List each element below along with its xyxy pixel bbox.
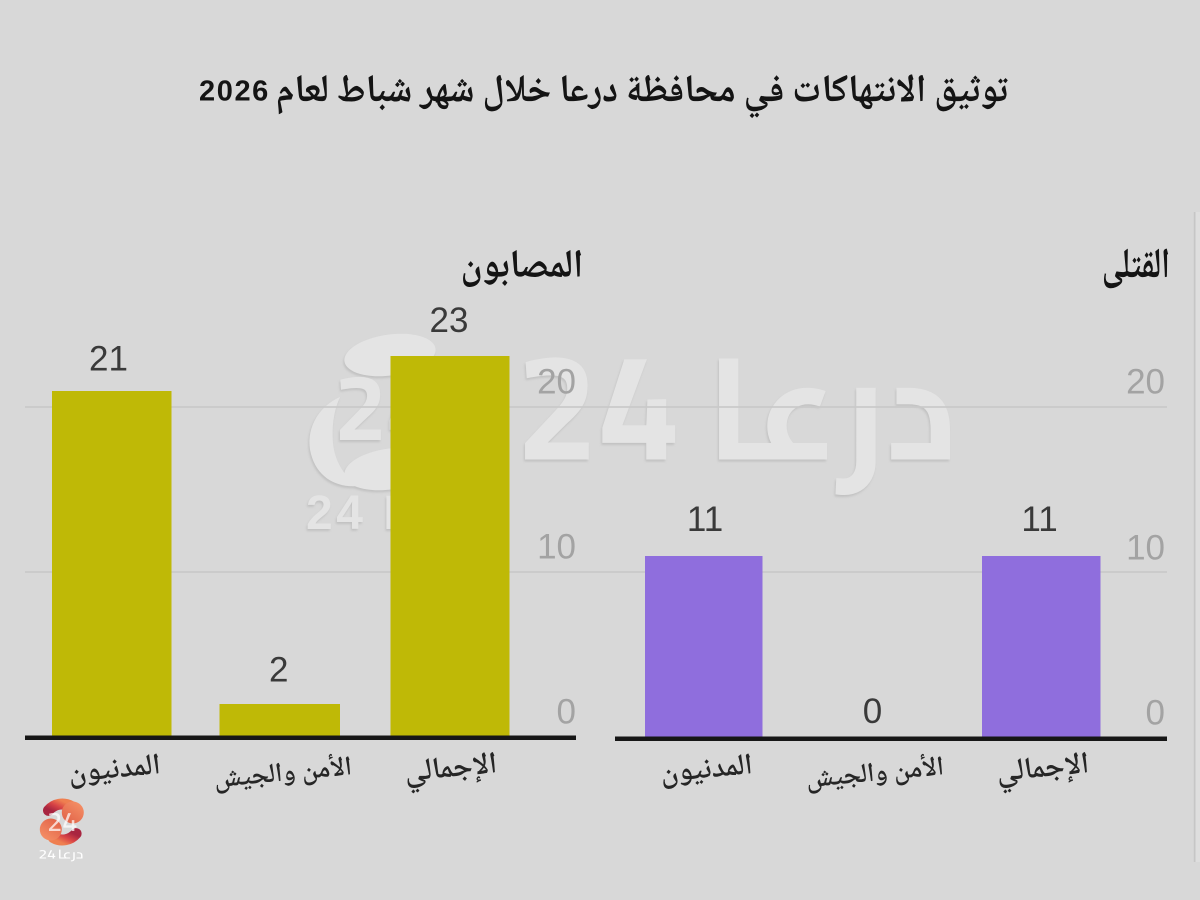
svg-text:11: 11 (1021, 500, 1057, 539)
svg-text:11: 11 (687, 500, 723, 539)
svg-text:21: 21 (89, 340, 128, 379)
svg-text:23: 23 (430, 301, 469, 340)
svg-text:20: 20 (1126, 363, 1165, 402)
svg-text:10: 10 (537, 528, 576, 567)
svg-text:2026: 2026 (199, 76, 270, 108)
svg-text:20: 20 (537, 363, 576, 402)
svg-text:0: 0 (863, 692, 882, 731)
svg-text:2: 2 (269, 651, 288, 690)
svg-text:0: 0 (1146, 694, 1165, 733)
svg-text:10: 10 (1126, 529, 1165, 568)
svg-text:0: 0 (557, 693, 576, 732)
